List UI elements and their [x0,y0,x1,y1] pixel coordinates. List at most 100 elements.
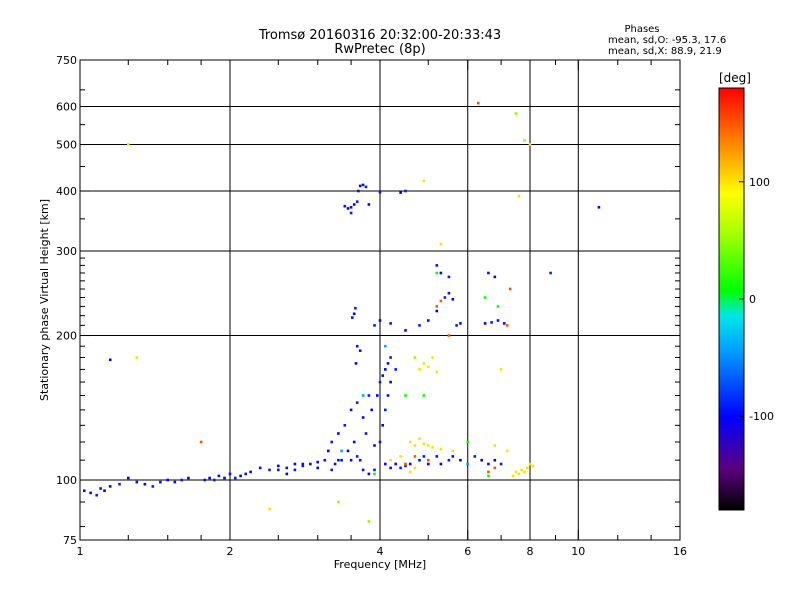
data-point [340,449,343,453]
data-point [435,264,439,267]
data-point [389,458,392,462]
data-point [480,458,483,462]
colorbar: [deg] 100 0 -100 [718,71,774,511]
data-point [337,458,340,462]
data-point [422,455,426,458]
data-point [285,466,289,470]
data-point [357,189,360,193]
axes: 1 2 4 6 8 10 16 75 100 200 300 400 500 600 750 [56,54,687,558]
data-point [349,211,353,215]
data-point [277,464,280,468]
data-point [103,489,106,492]
colorbar-tick-label: 0 [749,293,756,306]
data-point [301,464,305,468]
data-point [89,491,92,495]
data-point [422,179,426,183]
data-point [439,271,443,275]
data-point [244,472,247,476]
data-point [517,472,521,476]
data-point [135,480,139,484]
data-point [108,485,112,488]
data-point [367,472,371,476]
chart-subtitle: RwPretec (8p) [334,42,425,57]
data-point [199,440,203,444]
data-point [327,449,330,453]
data-point [517,195,521,198]
data-point [99,487,102,490]
data-point [422,442,426,446]
data-point [526,466,529,470]
data-point [316,466,319,470]
data-point [386,362,390,365]
data-point [496,305,500,308]
data-point [378,440,382,444]
x-tick-label: 10 [571,545,585,558]
colorbar-unit: [deg] [719,71,751,85]
data-point [358,184,362,188]
data-point [343,424,347,427]
data-point [493,466,497,470]
data-point [431,356,434,359]
data-point [508,287,512,291]
data-point [384,462,387,466]
data-point [435,271,439,275]
data-point [493,444,497,447]
y-tick-label: 100 [56,474,77,487]
data-point [330,468,333,472]
data-point [173,480,177,484]
data-point [361,416,365,419]
data-point [439,299,443,303]
data-point [483,296,487,299]
data-point [447,291,451,295]
data-point [346,207,350,210]
x-axis-label: Frequency [MHz] [334,558,426,571]
data-point [502,322,506,325]
data-point [499,462,503,466]
data-point [459,458,462,462]
data-point [358,458,362,462]
data-point [346,449,350,453]
data-point [413,455,417,458]
phases-o-stats: mean, sd,O: -95.3, 17.6 [608,35,726,46]
data-point [373,444,376,447]
data-point [404,462,407,466]
data-point [597,206,601,209]
y-tick-label: 75 [63,534,77,547]
y-axis-label: Stationary phase Virtual Height [km] [38,199,51,401]
data-point [483,322,487,325]
data-point [373,468,376,472]
data-point [367,203,371,206]
data-point [228,472,232,476]
data-point [490,321,493,324]
data-point [399,455,402,458]
data-point [439,242,443,246]
data-point [166,478,169,482]
x-tick-label: 1 [77,545,84,558]
data-point [203,478,207,482]
data-point [389,466,392,470]
data-point [135,356,139,359]
data-point [505,324,509,327]
data-point [376,394,379,397]
data-point [309,462,312,466]
data-point [151,485,155,488]
data-point [354,362,358,365]
data-point [361,468,365,472]
data-point [487,474,490,478]
data-point [496,319,500,322]
data-point [466,440,469,444]
x-tick-label: 6 [464,545,471,558]
data-point [447,334,451,337]
data-points [83,101,601,523]
data-point [418,437,421,440]
data-point [364,432,368,435]
grid-lines [80,60,680,540]
data-point [268,468,271,472]
data-point [249,470,252,474]
data-point [404,394,407,397]
data-point [431,446,434,449]
data-point [399,191,402,194]
data-point [323,458,327,462]
data-point [427,365,430,369]
